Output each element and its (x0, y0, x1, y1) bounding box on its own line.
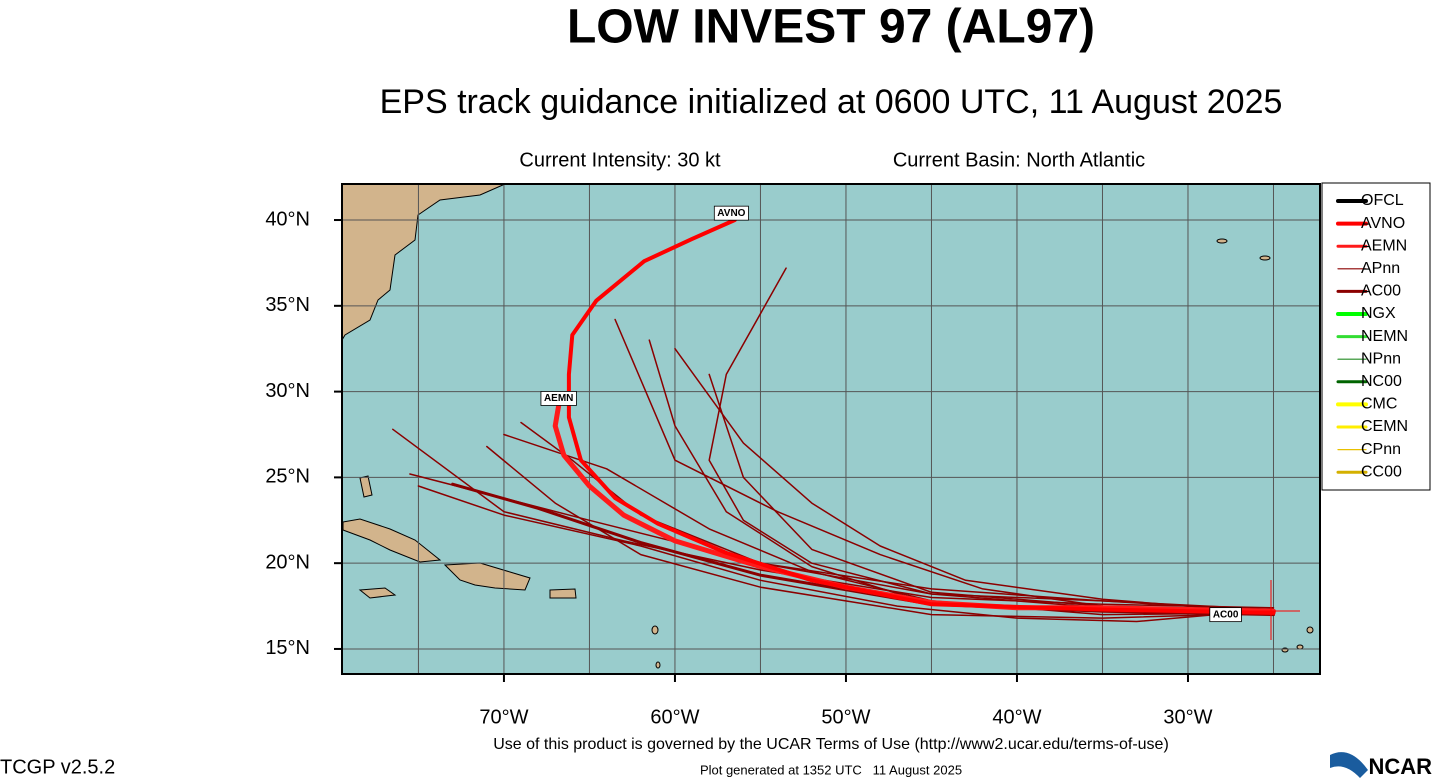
y-tick-label: 15°N (265, 637, 310, 659)
cape-verde (1306, 626, 1314, 634)
tracks (392, 218, 1276, 623)
legend-label: AEMN (1361, 237, 1407, 254)
legend-label: CEMN (1361, 418, 1408, 435)
lesser-antilles (655, 661, 661, 669)
axes: 70°W 60°W 50°W 40°W 30°W 15°N 20°N 25°N 30°N 35°N… (265, 208, 1212, 728)
track (392, 428, 1275, 609)
legend-label: NC00 (1361, 373, 1402, 390)
legend-label: AVNO (1361, 215, 1405, 232)
x-tick-label: 50°W (821, 706, 870, 728)
legend-label: OFCL (1361, 192, 1404, 209)
logo: NCAR (1368, 754, 1432, 779)
track (566, 218, 1276, 615)
cape-verde (1296, 644, 1304, 650)
map-frame (341, 183, 1321, 675)
ocean (342, 184, 1320, 674)
y-tick-label: 40°N (265, 208, 310, 230)
basin: Current Basin: North Atlantic (893, 149, 1145, 171)
us-coast (342, 184, 506, 341)
lesser-antilles (651, 625, 659, 635)
legend-label: APnn (1361, 260, 1400, 277)
x-tick-label: 70°W (479, 706, 528, 728)
puerto-rico (549, 588, 577, 599)
track (417, 485, 1275, 623)
jamaica (358, 587, 397, 599)
track (486, 445, 1275, 619)
legend-label: CMC (1361, 396, 1397, 413)
version: TCGP v2.5.2 (0, 756, 115, 778)
hispaniola (443, 562, 531, 591)
track (674, 347, 1275, 614)
x-tick-label: 60°W (650, 706, 699, 728)
legend-label: NGX (1361, 305, 1396, 322)
y-tick-label: 25°N (265, 466, 310, 488)
legend-label: NEMN (1361, 328, 1408, 345)
x-tick-label: 40°W (992, 706, 1041, 728)
track-label-box (713, 205, 749, 221)
legend-label: CC00 (1361, 463, 1402, 480)
track (503, 433, 1275, 616)
current-position (1245, 580, 1300, 640)
track-label-box (540, 391, 577, 406)
chart-subtitle: EPS track guidance initialized at 0600 U… (380, 83, 1283, 121)
land (342, 184, 1314, 669)
azores (1259, 255, 1271, 261)
legend: OFCL AVNO AEMN APnn AC00 NGX NEMN NPnn NC00 CMC CE… (1336, 192, 1408, 480)
y-tick-label: 35°N (265, 294, 310, 316)
track-label-box (1209, 607, 1242, 623)
legend-label: AC00 (1361, 283, 1401, 300)
track-label: AEMN (544, 393, 573, 404)
cuba (342, 518, 442, 563)
ncar-logo-mark (1330, 752, 1368, 778)
x-tick-label: 30°W (1163, 706, 1212, 728)
track-labels: AC00 AEMN AVNO (540, 205, 1242, 623)
track-label: AVNO (717, 208, 745, 219)
bahamas (359, 475, 373, 498)
terms: Use of this product is governed by the U… (493, 736, 1169, 753)
generated: Plot generated at 1352 UTC 11 August 202… (700, 762, 962, 777)
legend-label: CPnn (1361, 441, 1401, 458)
y-tick-label: 30°N (265, 380, 310, 402)
y-tick-label: 20°N (265, 551, 310, 573)
intensity: Current Intensity: 30 kt (519, 149, 721, 171)
grid (342, 184, 1320, 674)
chart-title: LOW INVEST 97 (AL97) (567, 1, 1095, 54)
legend-label: NPnn (1361, 350, 1401, 367)
azores (1216, 238, 1228, 244)
track-label: AC00 (1213, 609, 1239, 620)
